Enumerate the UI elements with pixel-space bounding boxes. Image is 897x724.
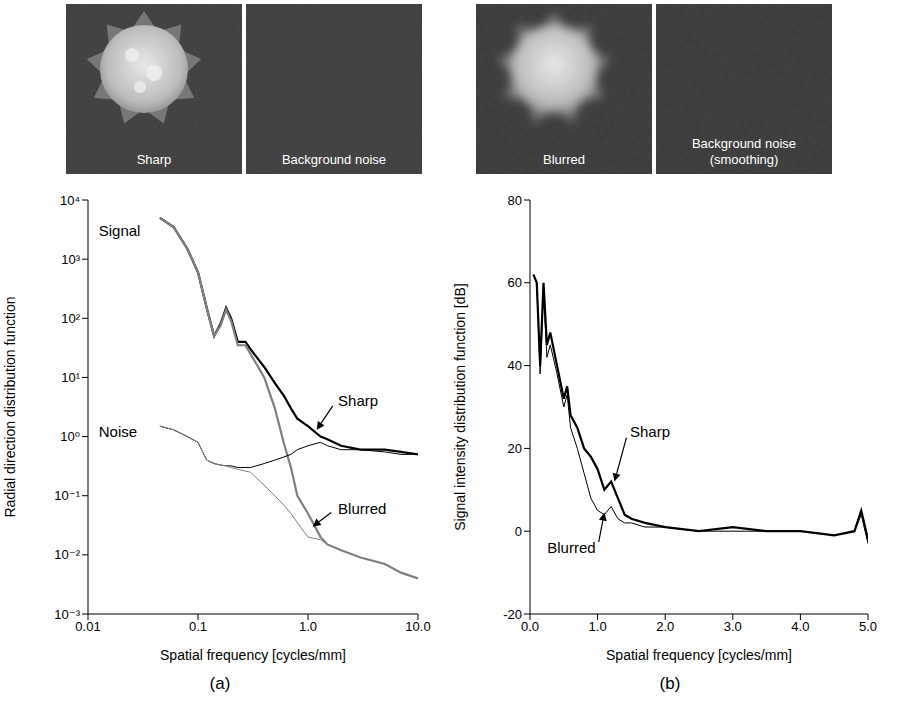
svg-text:Sharp: Sharp [137, 152, 172, 167]
svg-text:10²: 10² [61, 311, 80, 326]
svg-text:Signal intensity distribution: Signal intensity distribution function [… [452, 283, 468, 530]
svg-text:Background noise(smoothing): Background noise(smoothing) [692, 136, 796, 167]
svg-text:Spatial frequency [cycles/mm]: Spatial frequency [cycles/mm] [606, 647, 792, 663]
svg-text:10.0: 10.0 [405, 619, 430, 634]
svg-text:5.0: 5.0 [859, 619, 877, 634]
svg-text:-20: -20 [503, 607, 522, 622]
svg-text:10¹: 10¹ [61, 370, 80, 385]
svg-text:4.0: 4.0 [791, 619, 809, 634]
svg-text:Sharp: Sharp [630, 423, 670, 440]
svg-text:10⁰: 10⁰ [60, 429, 80, 444]
svg-text:1.0: 1.0 [299, 619, 317, 634]
svg-text:Sharp: Sharp [338, 392, 378, 409]
svg-text:Blurred: Blurred [543, 152, 585, 167]
svg-text:40: 40 [508, 358, 522, 373]
svg-text:Radial direction distribution: Radial direction distribution function [2, 296, 18, 517]
svg-text:20: 20 [508, 441, 522, 456]
svg-text:0.0: 0.0 [521, 619, 539, 634]
svg-text:2.0: 2.0 [656, 619, 674, 634]
svg-text:10³: 10³ [61, 252, 80, 267]
svg-text:10⁻¹: 10⁻¹ [54, 488, 80, 503]
html-text:(b): (b) [659, 674, 681, 693]
svg-text:80: 80 [508, 193, 522, 208]
svg-text:0.1: 0.1 [189, 619, 207, 634]
svg-text:0: 0 [515, 524, 522, 539]
svg-text:60: 60 [508, 275, 522, 290]
svg-text:0.01: 0.01 [75, 619, 101, 635]
svg-text:10⁻³: 10⁻³ [54, 607, 80, 622]
svg-text:Blurred: Blurred [547, 539, 595, 556]
svg-text:Blurred: Blurred [338, 500, 386, 517]
svg-text:Background noise: Background noise [282, 152, 386, 167]
svg-text:3.0: 3.0 [724, 619, 742, 634]
svg-text:10⁴: 10⁴ [60, 193, 80, 208]
html-text:(a): (a) [209, 674, 231, 693]
svg-text:Spatial frequency [cycles/mm]: Spatial frequency [cycles/mm] [160, 647, 346, 663]
svg-text:10⁻²: 10⁻² [54, 547, 80, 562]
svg-text:1.0: 1.0 [589, 619, 607, 634]
svg-text:Signal: Signal [99, 222, 141, 239]
svg-text:Noise: Noise [99, 423, 137, 440]
